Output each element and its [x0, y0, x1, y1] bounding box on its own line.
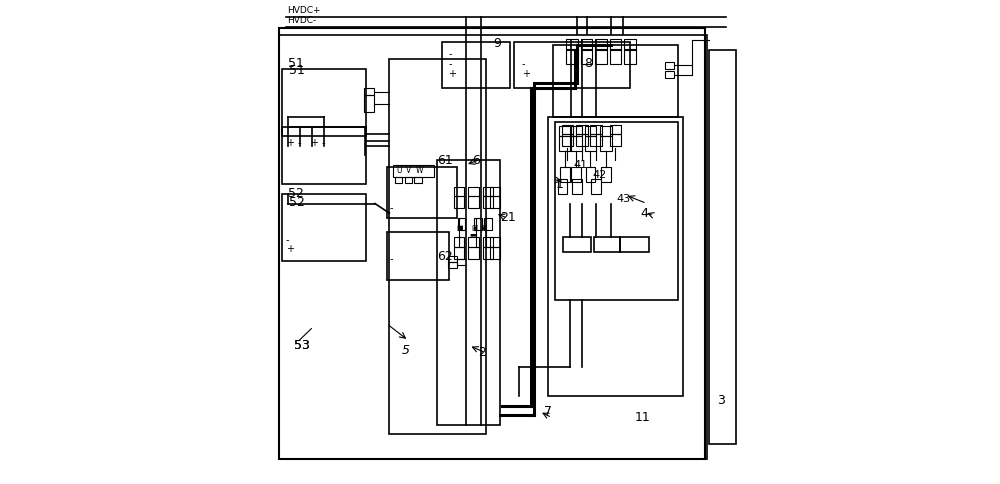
Text: 3: 3	[718, 394, 725, 408]
Text: -: -	[298, 138, 301, 149]
Text: +: +	[448, 69, 456, 78]
Text: 41: 41	[573, 160, 587, 170]
Text: -: -	[389, 254, 393, 264]
Text: HVDC-: HVDC-	[287, 16, 317, 26]
Text: +: +	[522, 69, 530, 78]
Text: +: +	[286, 244, 294, 254]
Text: HVDC+: HVDC+	[287, 6, 321, 15]
Text: ▬: ▬	[470, 232, 476, 238]
Text: 43: 43	[617, 194, 631, 204]
Text: 42: 42	[592, 170, 607, 180]
Text: ▣: ▣	[471, 225, 478, 230]
Text: -: -	[389, 203, 393, 213]
Text: 53: 53	[294, 339, 310, 352]
Text: +: +	[310, 138, 318, 149]
Text: 8: 8	[584, 58, 592, 71]
Text: -: -	[448, 49, 452, 60]
Text: 5: 5	[401, 344, 409, 357]
Text: ■: ■	[457, 225, 463, 230]
Text: 1: 1	[555, 178, 563, 191]
Text: -: -	[322, 138, 325, 149]
Text: +: +	[286, 138, 294, 149]
Text: V: V	[406, 166, 411, 175]
Text: U: U	[397, 166, 402, 175]
Text: 7: 7	[544, 405, 552, 418]
Text: -: -	[448, 59, 452, 69]
Text: 53: 53	[294, 339, 310, 352]
Text: 52: 52	[289, 197, 305, 209]
Text: -: -	[522, 59, 525, 69]
Text: 6: 6	[472, 154, 480, 166]
Text: 21: 21	[500, 212, 516, 225]
Text: -: -	[286, 235, 289, 244]
Text: 2: 2	[478, 346, 486, 359]
Text: 51: 51	[288, 58, 304, 71]
Text: 51: 51	[289, 64, 305, 77]
Text: 62: 62	[437, 250, 453, 263]
Text: ▣: ▣	[481, 225, 487, 230]
Text: 9: 9	[493, 36, 501, 49]
Text: 11: 11	[635, 411, 650, 424]
Text: 61: 61	[437, 154, 453, 166]
Text: W: W	[416, 166, 423, 175]
Text: 4: 4	[641, 207, 648, 220]
Text: 52: 52	[288, 187, 304, 200]
